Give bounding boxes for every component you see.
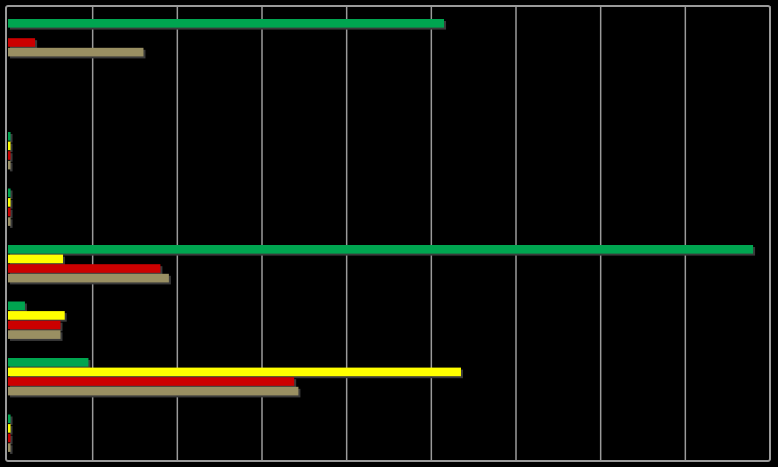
bar-cat4-series3 bbox=[8, 207, 13, 219]
bar-fill bbox=[8, 151, 11, 160]
bar-fill bbox=[8, 245, 754, 254]
bar-cat6-series3 bbox=[8, 320, 63, 332]
bar-cat3-series4 bbox=[8, 160, 13, 172]
bar-fill bbox=[8, 424, 11, 433]
bar-fill bbox=[8, 330, 61, 339]
bar-fill bbox=[8, 358, 89, 367]
bar-fill bbox=[8, 320, 61, 330]
bar-cat1-series3 bbox=[8, 38, 38, 49]
bar-fill bbox=[8, 377, 295, 386]
bar-fill bbox=[8, 273, 169, 283]
bar-cat6-series1 bbox=[8, 301, 27, 313]
bar-fill bbox=[8, 443, 11, 452]
bar-fill bbox=[8, 301, 25, 311]
bar-cat8-series2 bbox=[8, 424, 13, 435]
bar-cat7-series3 bbox=[8, 377, 297, 388]
bar-cat5-series3 bbox=[8, 264, 163, 275]
bar-cat5-series2 bbox=[8, 254, 66, 266]
bar-cat6-series2 bbox=[8, 311, 67, 322]
bar-fill bbox=[8, 160, 11, 170]
bar-cat6-series4 bbox=[8, 330, 63, 341]
bar-cat7-series2 bbox=[8, 367, 463, 379]
bar-shadow bbox=[10, 445, 13, 454]
bar-fill bbox=[8, 198, 11, 207]
bar-shadow bbox=[10, 153, 13, 162]
bar-fill bbox=[8, 19, 445, 28]
bar-fill bbox=[8, 311, 65, 320]
bar-fill bbox=[8, 386, 299, 396]
bar-cat4-series1 bbox=[8, 188, 13, 200]
bar-cat5-series4 bbox=[8, 273, 171, 285]
plot-frame bbox=[5, 5, 771, 462]
bar-cat8-series4 bbox=[8, 443, 13, 454]
bar-cat3-series3 bbox=[8, 151, 13, 162]
bar-shadow bbox=[10, 209, 13, 219]
bar-fill bbox=[8, 217, 11, 226]
bar-fill bbox=[8, 47, 144, 57]
bar-cat5-series1 bbox=[8, 245, 756, 256]
bar-shadow bbox=[10, 426, 13, 435]
bar-fill bbox=[8, 433, 11, 443]
bar-fill bbox=[8, 38, 36, 47]
bar-cat8-series1 bbox=[8, 414, 13, 426]
bar-cat1-series1 bbox=[8, 19, 447, 30]
bar-fill bbox=[8, 264, 161, 273]
bar-fill bbox=[8, 414, 11, 424]
bar-shadow bbox=[10, 200, 13, 209]
bar-cat1-series4 bbox=[8, 47, 146, 59]
bar-fill bbox=[8, 132, 11, 141]
bar-shadow bbox=[10, 190, 13, 200]
bar-cat3-series1 bbox=[8, 132, 13, 143]
bar-cat4-series4 bbox=[8, 217, 13, 228]
bar-fill bbox=[8, 207, 11, 217]
bar-shadow bbox=[10, 435, 13, 445]
bar-cat4-series2 bbox=[8, 198, 13, 209]
bar-shadow bbox=[10, 134, 13, 143]
bar-shadow bbox=[10, 219, 13, 228]
bar-fill bbox=[8, 367, 461, 377]
bar-fill bbox=[8, 188, 11, 198]
bar-fill bbox=[8, 254, 64, 264]
bar-cat7-series4 bbox=[8, 386, 301, 398]
bar-shadow bbox=[10, 162, 13, 172]
bar-fill bbox=[8, 141, 11, 151]
bar-shadow bbox=[10, 143, 13, 153]
bar-shadow bbox=[10, 416, 13, 426]
bar-cat3-series2 bbox=[8, 141, 13, 153]
bar-cat7-series1 bbox=[8, 358, 91, 369]
bars bbox=[8, 19, 756, 454]
bar-cat8-series3 bbox=[8, 433, 13, 445]
